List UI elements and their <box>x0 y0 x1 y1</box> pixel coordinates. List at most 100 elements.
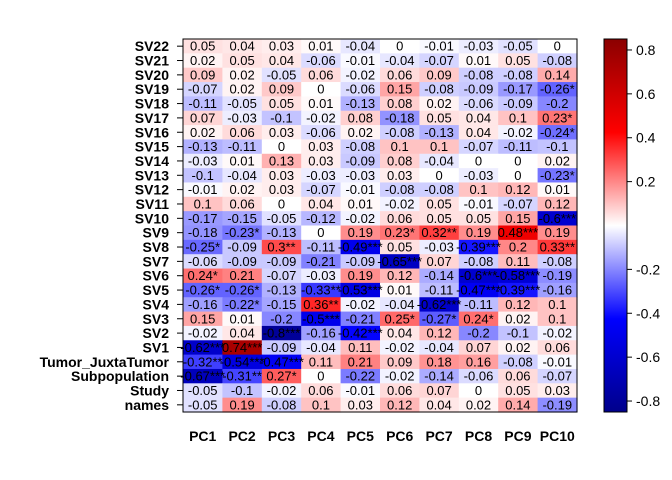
heatmap-cell <box>537 53 578 69</box>
cell-value-label: -0.16 <box>306 326 336 341</box>
cell-value-label: -0.58*** <box>495 268 540 283</box>
heatmap-cell <box>183 125 223 141</box>
colorbar-tick-label: 0.6 <box>636 86 656 102</box>
heatmap-cell <box>419 397 460 413</box>
cell-value-label: 0.09 <box>190 67 215 82</box>
cell-value-label: -0.19 <box>542 268 572 283</box>
cell-value-label: -0.23* <box>540 168 575 183</box>
cell-value-label: 0.04 <box>229 39 254 54</box>
heatmap-cell <box>419 225 460 241</box>
cell-value-label: -0.02 <box>385 369 415 384</box>
cell-value-label: 0.04 <box>387 326 412 341</box>
cell-value-label: -0.11 <box>307 240 336 255</box>
row-label: SV22 <box>135 38 169 54</box>
heatmap-cell <box>380 211 420 227</box>
heatmap-cell <box>340 297 381 313</box>
cell-value-label: 0.06 <box>387 211 412 226</box>
heatmap-cell <box>537 82 578 97</box>
cell-value-label: -0.08 <box>345 139 375 154</box>
cell-value-label: -0.08 <box>542 53 572 68</box>
cell-value-label: -0.05 <box>267 211 297 226</box>
cell-value-label: 0.11 <box>348 340 372 355</box>
cell-value-label: 0.23* <box>385 225 415 240</box>
cell-value-label: 0.01 <box>466 53 491 68</box>
heatmap-cell <box>183 211 223 227</box>
cell-value-label: -0.17 <box>503 82 533 97</box>
heatmap-cell <box>419 168 460 184</box>
heatmap-cell <box>261 325 302 341</box>
heatmap-cell <box>301 139 342 155</box>
row-label: SV13 <box>135 167 169 183</box>
heatmap-cell <box>458 368 499 384</box>
cell-value-label: 0 <box>475 153 482 168</box>
heatmap-cell <box>537 110 578 126</box>
cell-value-label: -0.18 <box>385 110 415 125</box>
cell-value-label: -0.08 <box>424 182 454 197</box>
column-label: PC5 <box>347 428 374 444</box>
cell-value-label: -0.22 <box>345 369 375 384</box>
heatmap-cell <box>301 82 342 97</box>
cell-value-label: 0.02 <box>229 82 254 97</box>
heatmap-cell <box>419 268 460 284</box>
heatmap-cell <box>380 82 420 97</box>
cell-value-label: 0.05 <box>387 240 412 255</box>
cell-value-label: 0.04 <box>269 53 294 68</box>
heatmap-cell <box>301 182 342 198</box>
cell-value-label: -0.02 <box>345 67 375 82</box>
heatmap-cell <box>419 153 460 169</box>
column-label: PC8 <box>465 428 492 444</box>
heatmap-cell <box>261 297 302 313</box>
heatmap-cell <box>340 53 381 69</box>
heatmap-cell <box>183 168 223 184</box>
heatmap-cell <box>380 39 420 54</box>
cell-value-label: -0.11 <box>188 96 217 111</box>
cell-value-label: -0.26* <box>185 283 220 298</box>
heatmap-cell <box>458 225 499 241</box>
cell-value-label: 0.06 <box>505 369 530 384</box>
heatmap-cell <box>498 297 539 313</box>
heatmap-cell <box>537 196 578 212</box>
cell-value-label: -0.14 <box>424 268 454 283</box>
cell-value-label: -0.67*** <box>180 369 225 384</box>
heatmap-cell <box>183 354 223 370</box>
heatmap-cell <box>498 268 539 284</box>
heatmap-cell <box>222 225 263 241</box>
heatmap-cell <box>301 282 342 298</box>
cell-value-label: 0.01 <box>348 196 373 211</box>
heatmap-cell <box>301 268 342 284</box>
heatmap-cell <box>537 139 578 155</box>
cell-value-label: 0.1 <box>391 139 409 154</box>
heatmap-cell <box>419 368 460 384</box>
heatmap-cell <box>261 153 302 169</box>
cell-value-label: -0.04 <box>385 297 415 312</box>
heatmap-cell <box>301 211 342 227</box>
heatmap-cell <box>498 397 539 413</box>
heatmap-cell <box>419 196 460 212</box>
cell-value-label: 0.01 <box>229 153 254 168</box>
cell-value-label: 0.12 <box>545 196 570 211</box>
heatmap-cell <box>380 282 420 298</box>
column-label: PC10 <box>540 428 575 444</box>
cell-value-label: -0.03 <box>188 153 218 168</box>
cell-value-label: -0.09 <box>464 82 494 97</box>
cell-value-label: 0.12 <box>387 397 412 412</box>
cell-value-label: -0.07 <box>188 82 218 97</box>
cell-value-label: -0.09 <box>227 240 257 255</box>
heatmap-cell <box>261 39 302 54</box>
cell-value-label: -0.08 <box>464 67 494 82</box>
heatmap-cell <box>458 282 499 298</box>
heatmap-cell <box>340 39 381 54</box>
row-label: SV3 <box>143 311 170 327</box>
cell-value-label: -0.01 <box>345 383 375 398</box>
heatmap-cell <box>537 67 578 83</box>
cell-value-label: 0.15 <box>505 211 530 226</box>
heatmap-cell <box>458 125 499 141</box>
heatmap-cell <box>380 182 420 198</box>
heatmap-cell <box>498 110 539 126</box>
cell-value-label: 0.12 <box>505 182 530 197</box>
cell-value-label: 0.02 <box>505 340 530 355</box>
heatmap-cell <box>458 139 499 155</box>
heatmap-cell <box>419 239 460 255</box>
heatmap-cell <box>419 340 460 356</box>
heatmap-cell <box>537 39 578 54</box>
